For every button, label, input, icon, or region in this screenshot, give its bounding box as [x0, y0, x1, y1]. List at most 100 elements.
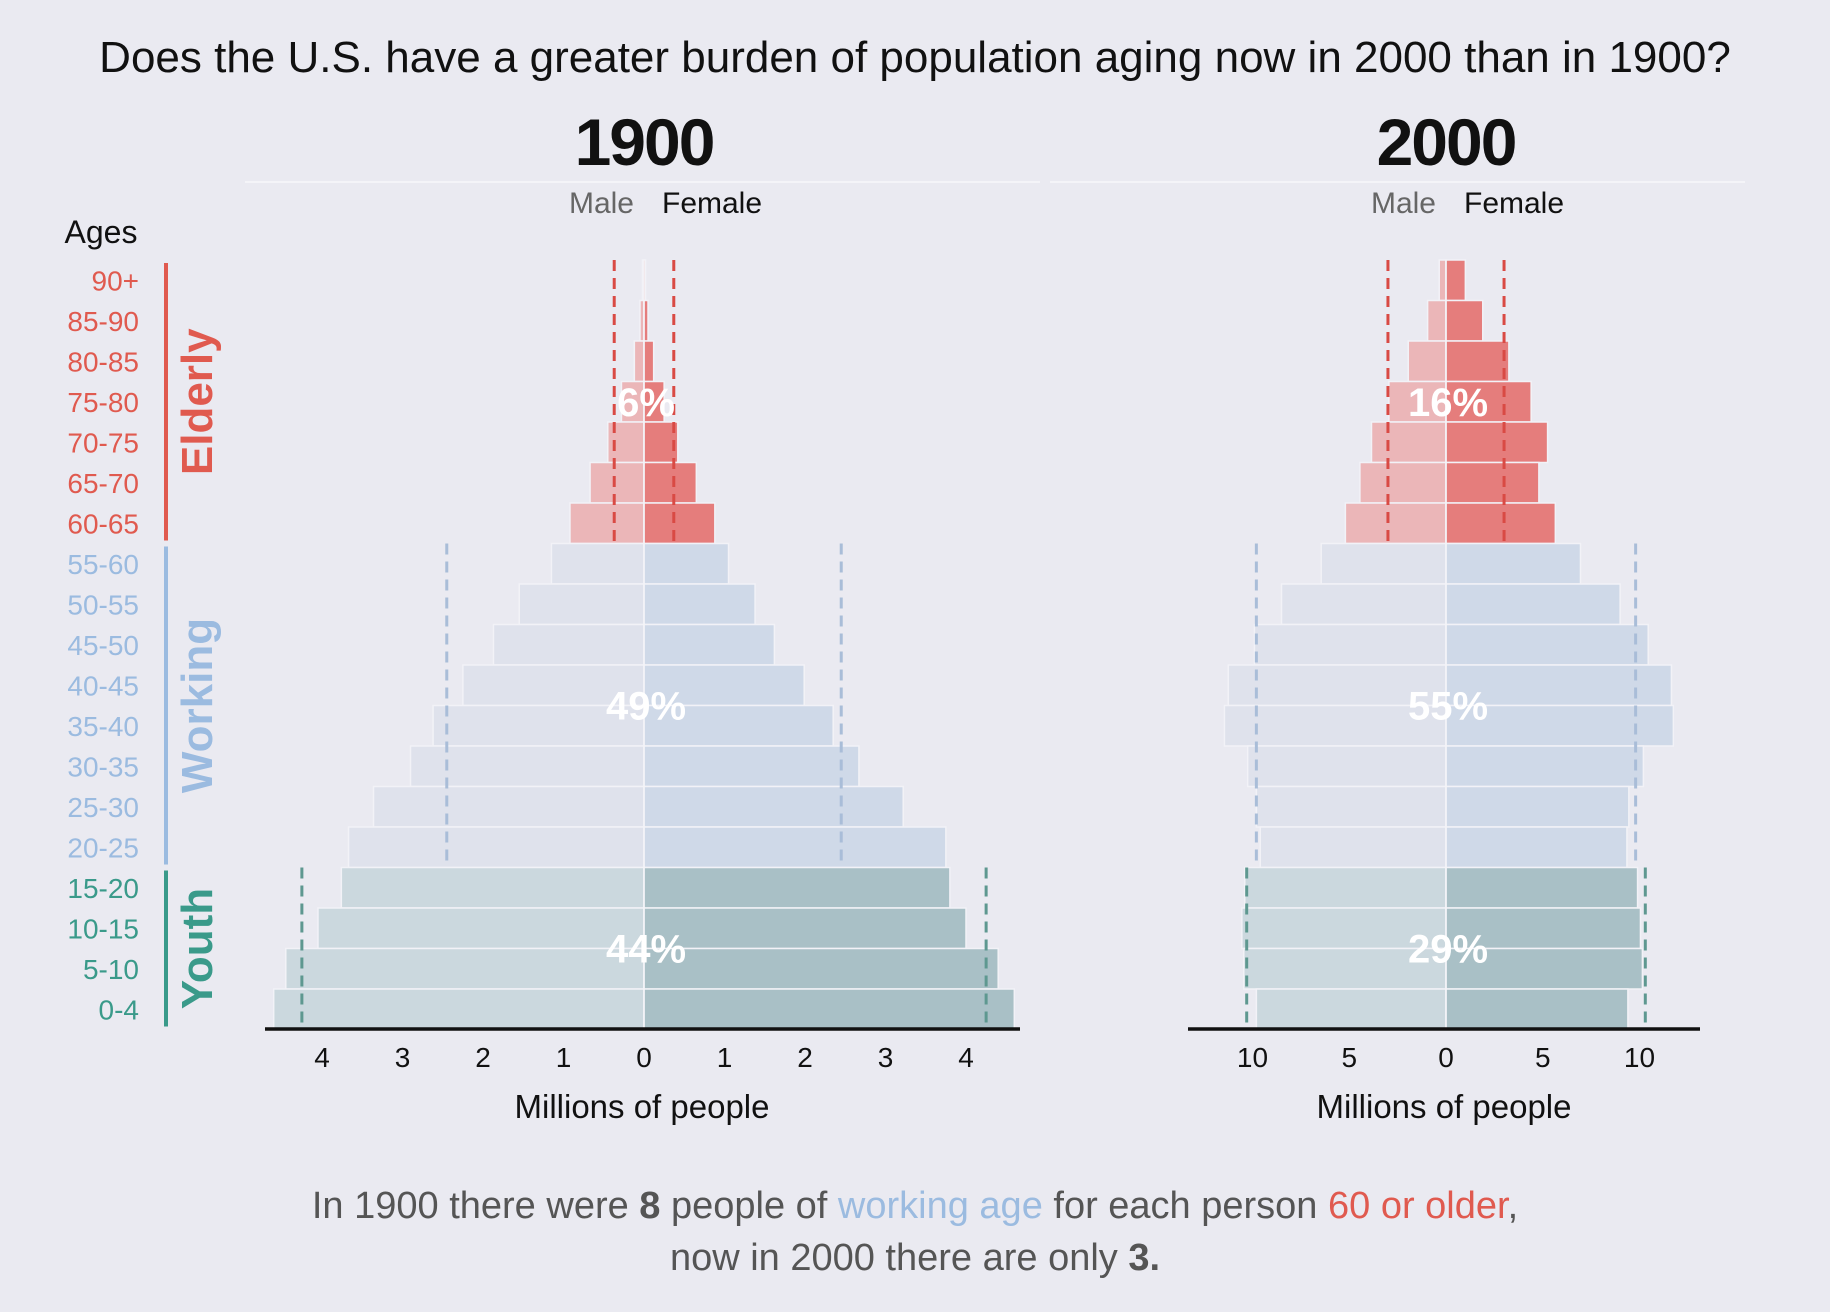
working-share-label: 55% [1408, 685, 1488, 729]
bar-male-85-90 [1426, 299, 1447, 342]
bar-male-70-75 [1370, 421, 1447, 464]
bar-female-30-35 [643, 745, 860, 788]
bar-male-40-45 [1227, 664, 1447, 707]
bar-male-80-85 [633, 340, 645, 383]
bar-male-5-10 [285, 947, 645, 990]
age-label-65-70: 65-70 [67, 468, 139, 499]
bar-female-0-4 [643, 988, 1016, 1031]
age-label-20-25: 20-25 [67, 832, 139, 863]
bar-male-0-4 [272, 988, 645, 1031]
age-label-15-20: 15-20 [67, 873, 139, 904]
footnote-line-1: In 1900 there were 8 people of working a… [312, 1185, 1518, 1227]
bar-female-55-60 [643, 542, 730, 585]
age-label-40-45: 40-45 [67, 670, 139, 701]
footnote-segment: 60 or older [1328, 1185, 1510, 1227]
bar-female-0-4 [1445, 988, 1629, 1031]
footnote-segment: people of [660, 1185, 837, 1227]
elderly-share-label: 6% [617, 381, 675, 425]
bar-female-20-25 [1445, 826, 1628, 869]
x-tick-label: 0 [1438, 1042, 1454, 1073]
age-label-0-4: 0-4 [99, 994, 139, 1025]
x-tick-label: 4 [314, 1042, 330, 1073]
age-label-25-30: 25-30 [67, 792, 139, 823]
bar-male-55-60 [1320, 542, 1447, 585]
bar-male-50-55 [1280, 583, 1447, 626]
youth-share-label: 44% [606, 928, 686, 972]
bar-female-70-75 [1445, 421, 1549, 464]
bar-male-25-30 [372, 785, 645, 828]
x-axis-title: Millions of people [1317, 1088, 1572, 1125]
footnote-segment: , [1508, 1185, 1519, 1227]
footnote-segment: In 1900 there were [312, 1185, 639, 1227]
x-axis-title: Millions of people [515, 1088, 770, 1125]
footnote-line-2: now in 2000 there are only 3. [670, 1237, 1160, 1279]
age-label-55-60: 55-60 [67, 549, 139, 580]
pyramid-1900: 1900 Male Female 6% 49% 44% 4 3 2 1 0 1 2 3 4 Millions … [245, 105, 1040, 1125]
bar-female-10-15 [1445, 907, 1642, 950]
age-label-30-35: 30-35 [67, 751, 139, 782]
bar-female-50-55 [1445, 583, 1621, 626]
bar-male-25-30 [1255, 785, 1447, 828]
age-label-5-10: 5-10 [83, 954, 139, 985]
age-label-80-85: 80-85 [67, 346, 139, 377]
youth-group-label: Youth [173, 888, 222, 1009]
bar-female-60-65 [643, 502, 716, 545]
age-label-70-75: 70-75 [67, 427, 139, 458]
bar-female-30-35 [1445, 745, 1645, 788]
age-label-35-40: 35-40 [67, 711, 139, 742]
bar-female-5-10 [1445, 947, 1644, 990]
bar-male-30-35 [1246, 745, 1447, 788]
x-tick-label: 1 [717, 1042, 733, 1073]
bar-female-55-60 [1445, 542, 1582, 585]
bar-male-60-65 [1344, 502, 1447, 545]
age-label-85-90: 85-90 [67, 306, 139, 337]
bar-male-35-40 [1223, 704, 1447, 747]
bar-male-10-15 [317, 907, 645, 950]
x-tick-label: 0 [636, 1042, 652, 1073]
bar-female-25-30 [1445, 785, 1630, 828]
year-title-2000: 2000 [1377, 105, 1516, 179]
x-tick-label: 1 [556, 1042, 572, 1073]
age-label-75-80: 75-80 [67, 387, 139, 418]
bar-female-45-50 [1445, 623, 1649, 666]
female-label: Female [1464, 187, 1564, 220]
bar-male-45-50 [1253, 623, 1447, 666]
chart-title: Does the U.S. have a greater burden of p… [99, 33, 1731, 82]
x-tick-label: 10 [1237, 1042, 1268, 1073]
working-share-label: 49% [606, 685, 686, 729]
bar-female-50-55 [643, 583, 756, 626]
bar-female-45-50 [643, 623, 776, 666]
bar-female-65-70 [643, 461, 698, 504]
bar-female-35-40 [643, 704, 834, 747]
male-label: Male [1371, 187, 1436, 220]
bar-male-35-40 [432, 704, 645, 747]
bar-female-10-15 [643, 907, 967, 950]
bar-female-60-65 [1445, 502, 1557, 545]
bar-female-90plus [1445, 259, 1467, 302]
elderly-group-label: Elderly [173, 328, 222, 475]
bar-male-90plus [1438, 259, 1447, 302]
x-tick-label: 5 [1535, 1042, 1551, 1073]
x-tick-label: 3 [395, 1042, 411, 1073]
bar-female-40-45 [1445, 664, 1673, 707]
year-title-1900: 1900 [575, 105, 714, 179]
bar-male-45-50 [492, 623, 645, 666]
bar-female-70-75 [643, 421, 679, 464]
bar-female-75-80 [1445, 380, 1532, 423]
bar-male-55-60 [550, 542, 645, 585]
bar-female-15-20 [643, 866, 951, 909]
age-label-45-50: 45-50 [67, 630, 139, 661]
bar-female-80-85 [643, 340, 655, 383]
footnote-segment: 8 [639, 1185, 660, 1227]
footnote-segment: 3. [1128, 1237, 1160, 1279]
x-tick-label: 2 [797, 1042, 813, 1073]
working-group-label: Working [173, 618, 222, 793]
ages-header: Ages [65, 214, 138, 250]
bar-male-60-65 [569, 502, 645, 545]
age-label-10-15: 10-15 [67, 913, 139, 944]
bar-male-50-55 [518, 583, 645, 626]
x-tick-label: 10 [1624, 1042, 1655, 1073]
bar-female-25-30 [643, 785, 904, 828]
